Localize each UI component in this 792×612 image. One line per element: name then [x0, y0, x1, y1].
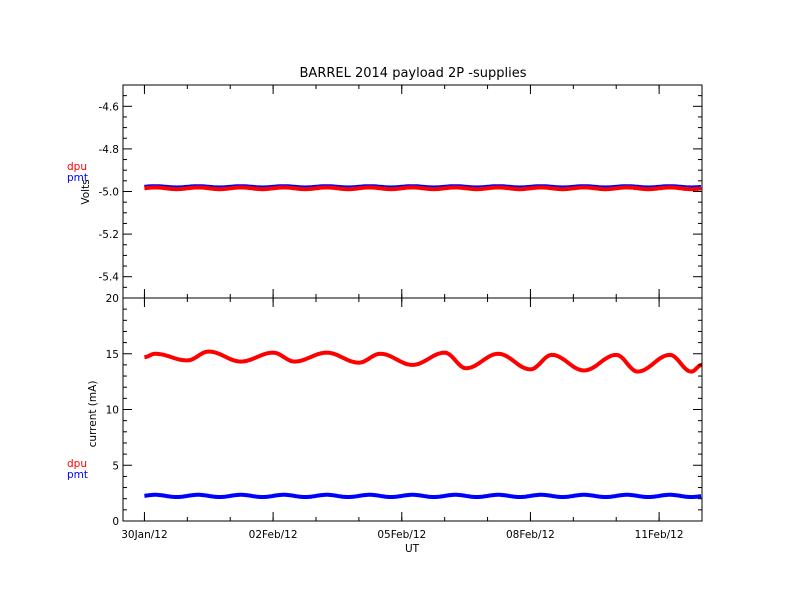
current-plot-frame — [122, 297, 703, 522]
current-y-axis-label: current (mA) — [87, 381, 99, 448]
current-y-tick-label: 15 — [106, 349, 119, 361]
current-y-tick-label: 20 — [106, 293, 119, 305]
current-x-tick-label: 30Jan/12 — [121, 529, 167, 541]
voltage-panel: -4.6 -4.8 -5.0 -5.2 -5.4 Volts dpu pmt — [67, 84, 703, 299]
voltage-y-tick-label: -4.6 — [99, 101, 120, 113]
current-x-tick-label: 02Feb/12 — [249, 529, 298, 541]
current-series-dpu — [143, 349, 704, 374]
voltage-series-lines — [143, 184, 703, 192]
voltage-y-tick-label: -4.8 — [99, 144, 120, 156]
voltage-y-tick-label: -5.0 — [99, 187, 120, 199]
current-y-tick-label: 10 — [106, 405, 119, 417]
current-ticks: 0 5 10 15 20 30Jan/12 02Feb/12 05Feb/12 08Feb/12… — [106, 293, 703, 541]
current-x-tick-label: 08Feb/12 — [506, 529, 555, 541]
voltage-y-tick-label: -5.4 — [99, 272, 120, 284]
current-series-lines — [143, 349, 704, 499]
current-series-pmt — [143, 492, 703, 499]
current-y-tick-label: 0 — [112, 516, 119, 528]
current-legend-pmt: pmt — [67, 469, 88, 481]
voltage-ticks: -4.6 -4.8 -5.0 -5.2 -5.4 — [99, 85, 703, 298]
current-panel: 0 5 10 15 20 30Jan/12 02Feb/12 05Feb/12 08Feb/12… — [67, 293, 704, 555]
voltage-plot-frame — [122, 84, 703, 299]
current-x-tick-label: 11Feb/12 — [635, 529, 684, 541]
voltage-y-axis-label: Volts — [80, 179, 92, 204]
current-legend-dpu: dpu — [67, 458, 87, 470]
voltage-series-dpu — [143, 185, 703, 192]
current-x-axis-label: UT — [405, 543, 420, 555]
voltage-legend-dpu: dpu — [67, 161, 87, 173]
current-y-tick-label: 5 — [112, 460, 119, 472]
current-x-tick-label: 05Feb/12 — [377, 529, 426, 541]
voltage-y-tick-label: -5.2 — [99, 229, 120, 241]
chart-title: BARREL 2014 payload 2P -supplies — [300, 66, 527, 81]
voltage-legend-pmt: pmt — [67, 172, 88, 184]
